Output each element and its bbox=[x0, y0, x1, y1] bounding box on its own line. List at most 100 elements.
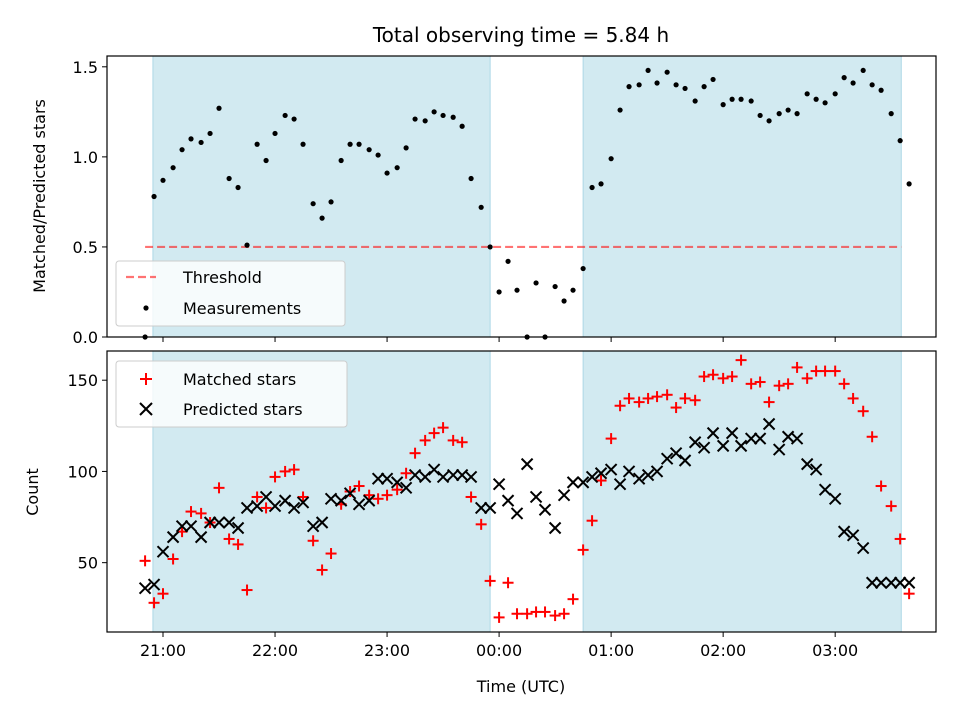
predicted-marker-b bbox=[352, 498, 366, 511]
measurement-point bbox=[226, 175, 232, 182]
predicted-marker-b bbox=[837, 525, 851, 538]
predicted-star-point bbox=[175, 519, 189, 533]
predicted-marker-b bbox=[809, 463, 823, 476]
matched-star-point bbox=[251, 491, 263, 503]
measurement-point bbox=[459, 123, 465, 129]
matched-star-point bbox=[157, 588, 169, 600]
measurement-points bbox=[142, 67, 912, 340]
measurement-point bbox=[496, 289, 502, 295]
ratio-panel: 0.0 0.5 1.0 1.5 Matched/Predicted stars Thr… bbox=[30, 55, 937, 347]
predicted-marker-b bbox=[306, 519, 320, 533]
matched-star-point bbox=[829, 365, 841, 377]
measurement-point bbox=[673, 82, 679, 88]
predicted-star-point bbox=[706, 426, 720, 440]
predicted-marker-b bbox=[268, 499, 282, 513]
predicted-star-point bbox=[641, 468, 655, 482]
matched-star-point bbox=[819, 365, 831, 377]
predicted-star-point bbox=[334, 494, 348, 507]
measurement-point bbox=[431, 109, 437, 115]
matched-star-point bbox=[279, 465, 291, 477]
matched-star-point bbox=[381, 489, 393, 501]
measurement-point bbox=[328, 199, 334, 205]
measurement-point bbox=[244, 242, 250, 248]
predicted-star-point bbox=[772, 443, 786, 456]
matched-star-point bbox=[325, 548, 337, 560]
predicted-marker-b bbox=[828, 492, 842, 506]
predicted-star-point bbox=[669, 446, 683, 460]
predicted-star-point bbox=[231, 521, 245, 535]
matched-star-point bbox=[698, 371, 710, 383]
matched-star-point bbox=[885, 500, 897, 512]
measurement-point bbox=[310, 201, 316, 207]
predicted-marker-b bbox=[464, 470, 478, 484]
matched-star-point bbox=[558, 608, 570, 620]
predicted-marker-b bbox=[762, 417, 776, 431]
bottom-axes-frame bbox=[106, 350, 937, 633]
x-tick-label: 22:00 bbox=[252, 641, 298, 660]
predicted-marker-b bbox=[278, 494, 292, 507]
measurement-point bbox=[766, 118, 772, 124]
predicted-star-point bbox=[548, 521, 562, 535]
matched-star-point bbox=[773, 380, 785, 392]
predicted-star-point bbox=[166, 530, 180, 544]
predicted-star-point bbox=[837, 525, 851, 538]
predicted-marker-b bbox=[529, 490, 543, 504]
matched-star-point bbox=[857, 405, 869, 417]
measurement-point bbox=[626, 84, 632, 90]
predicted-marker-b bbox=[483, 501, 497, 515]
predicted-marker-b bbox=[408, 468, 422, 482]
measurement-point bbox=[151, 193, 157, 200]
measurement-point bbox=[291, 116, 297, 122]
count-panel: 50 100 150 21:00 22:00 23:00 00:00 01:00 02:00 0… bbox=[23, 350, 937, 696]
matched-star-point bbox=[447, 434, 459, 446]
measurement-point bbox=[692, 98, 698, 104]
predicted-star-point bbox=[604, 463, 618, 476]
predicted-marker-b bbox=[175, 519, 189, 533]
predicted-star-point bbox=[203, 516, 217, 529]
matched-star-point bbox=[754, 376, 766, 388]
matched-star-point bbox=[595, 475, 607, 487]
matched-star-point bbox=[139, 555, 151, 567]
matched-star-point bbox=[614, 400, 626, 412]
matched-star-point bbox=[241, 584, 253, 596]
predicted-star-point bbox=[753, 432, 767, 445]
matched-star-point bbox=[586, 515, 598, 527]
predicted-marker-b bbox=[697, 441, 711, 454]
predicted-star-point bbox=[492, 477, 506, 491]
x-tick-label: 21:00 bbox=[140, 641, 186, 660]
predicted-marker-b bbox=[212, 516, 226, 529]
predicted-marker-b bbox=[753, 432, 767, 445]
measurement-point bbox=[263, 157, 269, 164]
legend-matched-swatch bbox=[140, 373, 152, 385]
measurement-point bbox=[338, 157, 344, 164]
predicted-star-point bbox=[688, 436, 702, 449]
predicted-marker-b bbox=[856, 541, 870, 555]
measurement-point bbox=[645, 67, 651, 74]
predicted-star-point bbox=[222, 516, 236, 529]
matched-star-point bbox=[539, 606, 551, 618]
matched-star-point bbox=[670, 402, 682, 414]
measurement-point bbox=[561, 298, 567, 304]
predicted-star-point bbox=[184, 519, 198, 533]
measurement-point bbox=[785, 107, 791, 113]
predicted-marker-b bbox=[576, 476, 590, 489]
predicted-star-point bbox=[856, 541, 870, 555]
predicted-star-point bbox=[585, 470, 599, 484]
predicted-star-point bbox=[240, 501, 254, 515]
measurement-point bbox=[384, 170, 390, 176]
predicted-star-point bbox=[828, 492, 842, 506]
predicted-star-point bbox=[138, 582, 152, 595]
matched-star-point bbox=[456, 436, 468, 448]
matched-star-point bbox=[633, 396, 645, 408]
matched-star-point bbox=[484, 575, 496, 587]
measurement-point bbox=[300, 141, 306, 147]
predicted-star-point bbox=[212, 516, 226, 529]
predicted-marker-b bbox=[594, 467, 608, 480]
top-axes-frame bbox=[106, 55, 937, 338]
predicted-star-point bbox=[800, 457, 814, 471]
predicted-marker-b bbox=[156, 545, 170, 558]
predicted-marker-b bbox=[184, 519, 198, 533]
measurement-point bbox=[794, 111, 800, 117]
measurement-point bbox=[272, 130, 278, 137]
